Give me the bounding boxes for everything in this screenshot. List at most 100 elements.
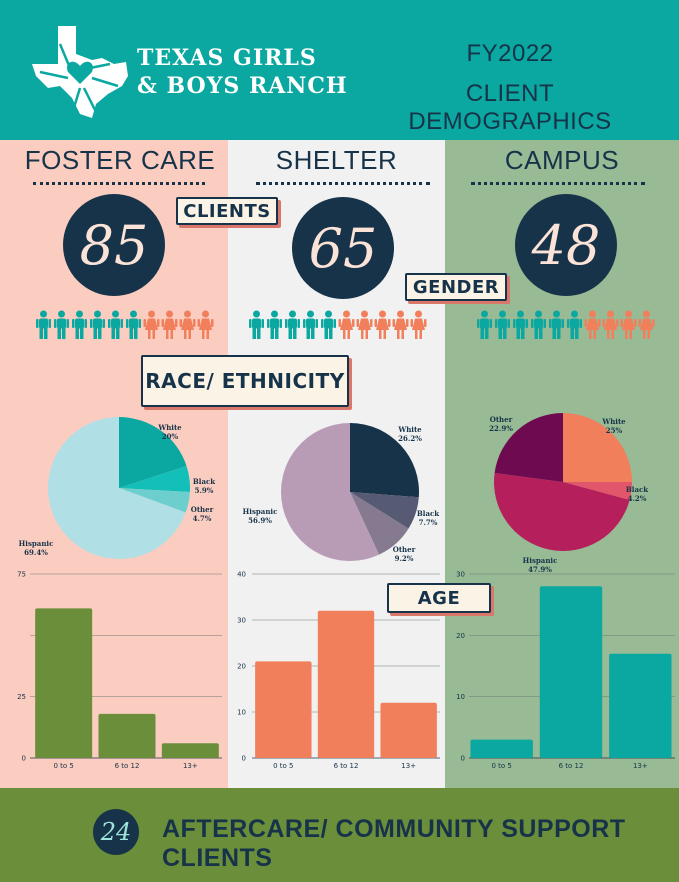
shelter-age-bars: 0 10 20 30 40 0 to 5 6 to 12 13+ xyxy=(237,571,440,770)
fy-title: FY2022 xyxy=(466,40,554,67)
x-tick-label: 13+ xyxy=(183,762,198,770)
female-person-icon xyxy=(584,310,601,339)
pie-slice-white xyxy=(563,413,632,482)
y-tick-label: 20 xyxy=(237,663,246,671)
pie-pct-other: 4.7% xyxy=(193,514,212,523)
y-tick-label: 40 xyxy=(237,571,246,579)
pie-slice-hispanic xyxy=(48,417,186,559)
male-person-icon xyxy=(126,310,141,339)
x-tick-label: 6 to 12 xyxy=(559,762,584,770)
pie-pct-other: 9.2% xyxy=(395,554,414,563)
y-tick-label: 30 xyxy=(456,571,465,579)
gender-tag: GENDER xyxy=(405,273,507,301)
brand-line-2: & BOYS RANCH xyxy=(137,73,348,99)
campus-age-bars: 0 10 20 30 0 to 5 6 to 12 13+ xyxy=(456,571,675,770)
pie-slice-black xyxy=(563,482,632,500)
pie-pct-hispanic: 47.9% xyxy=(528,565,552,574)
y-tick-label: 0 xyxy=(242,755,246,763)
foster-care-divider xyxy=(33,182,205,185)
pie-pct-hispanic: 69.4% xyxy=(24,548,48,557)
male-person-icon xyxy=(513,310,528,339)
pie-label-other: Other xyxy=(191,505,214,514)
brand-line-1: TEXAS GIRLS xyxy=(137,45,317,71)
pie-pct-white: 25% xyxy=(606,426,623,435)
campus-client-count: 48 xyxy=(515,194,617,296)
brand-name: TEXAS GIRLS & BOYS RANCH xyxy=(137,44,348,100)
pie-pct-white: 26.2% xyxy=(398,434,422,443)
bar-13+ xyxy=(609,653,672,758)
race-ethnicity-tag: RACE/ ETHNICITY xyxy=(141,355,349,407)
y-tick-label: 30 xyxy=(237,617,246,625)
aftercare-count: 24 xyxy=(93,809,139,855)
pie-slice-hispanic xyxy=(281,423,379,561)
y-tick-label: 0 xyxy=(22,755,26,763)
bar-0-to-5 xyxy=(35,608,93,758)
male-person-icon xyxy=(90,310,105,339)
female-person-icon xyxy=(197,310,214,339)
female-person-icon xyxy=(410,310,427,339)
pie-pct-white: 20% xyxy=(162,432,179,441)
pie-pct-black: 5.9% xyxy=(195,486,214,495)
male-person-icon xyxy=(549,310,564,339)
pie-label-other: Other xyxy=(393,545,416,554)
pie-label-black: Black xyxy=(417,509,439,518)
pie-label-black: Black xyxy=(626,485,648,494)
aftercare-label: AFTERCARE/ COMMUNITY SUPPORT CLIENTS xyxy=(162,815,626,872)
female-person-icon xyxy=(374,310,391,339)
pie-label-white: White xyxy=(157,423,182,432)
bar-6-to-12 xyxy=(98,713,156,758)
foster-care-age-bars: 0 25 75 0 to 5 6 to 12 13+ xyxy=(17,571,222,770)
female-person-icon xyxy=(356,310,373,339)
shelter-gender-icons xyxy=(248,310,427,340)
female-person-icon xyxy=(338,310,355,339)
pie-pct-hispanic: 56.9% xyxy=(248,516,272,525)
shelter-client-count: 65 xyxy=(292,197,394,299)
pie-pct-black: 4.2% xyxy=(628,494,647,503)
bar-13+ xyxy=(161,743,219,758)
shelter-divider xyxy=(256,182,430,185)
pie-pct-other: 22.9% xyxy=(489,424,513,433)
female-person-icon xyxy=(620,310,637,339)
male-person-icon xyxy=(36,310,51,339)
male-person-icon xyxy=(567,310,582,339)
y-tick-label: 20 xyxy=(456,632,465,640)
pie-slice-other xyxy=(494,413,563,482)
texas-heart-logo xyxy=(32,26,128,118)
pie-slice-hispanic xyxy=(493,472,630,551)
male-person-icon xyxy=(495,310,510,339)
x-tick-label: 13+ xyxy=(401,762,416,770)
male-person-icon xyxy=(303,310,318,339)
y-tick-label: 10 xyxy=(237,709,246,717)
male-person-icon xyxy=(531,310,546,339)
male-person-icon xyxy=(54,310,69,339)
female-person-icon xyxy=(179,310,196,339)
female-person-icon xyxy=(143,310,160,339)
female-person-icon xyxy=(392,310,409,339)
fy-subtitle: CLIENT DEMOGRAPHICS xyxy=(408,80,612,135)
foster-care-gender-icons xyxy=(35,310,214,340)
foster-care-title: FOSTER CARE xyxy=(24,145,216,175)
bar-0-to-5 xyxy=(255,661,312,758)
pie-label-white: White xyxy=(601,417,626,426)
male-person-icon xyxy=(267,310,282,339)
pie-label-black: Black xyxy=(193,477,215,486)
campus-title: CAMPUS xyxy=(504,145,620,175)
x-tick-label: 6 to 12 xyxy=(115,762,140,770)
pie-label-white: White xyxy=(397,425,422,434)
y-tick-label: 75 xyxy=(17,571,26,579)
pie-label-hispanic: Hispanic xyxy=(243,507,278,516)
y-tick-label: 0 xyxy=(461,755,465,763)
x-tick-label: 13+ xyxy=(633,762,648,770)
campus-divider xyxy=(471,182,645,185)
campus-gender-icons xyxy=(476,310,655,340)
pie-pct-black: 7.7% xyxy=(419,518,438,527)
clients-tag: CLIENTS xyxy=(176,197,278,225)
x-tick-label: 0 to 5 xyxy=(491,762,511,770)
male-person-icon xyxy=(285,310,300,339)
pie-slice-black xyxy=(350,492,419,529)
bar-0-to-5 xyxy=(470,739,533,758)
pie-slice-white xyxy=(119,417,187,488)
bar-6-to-12 xyxy=(317,610,375,758)
